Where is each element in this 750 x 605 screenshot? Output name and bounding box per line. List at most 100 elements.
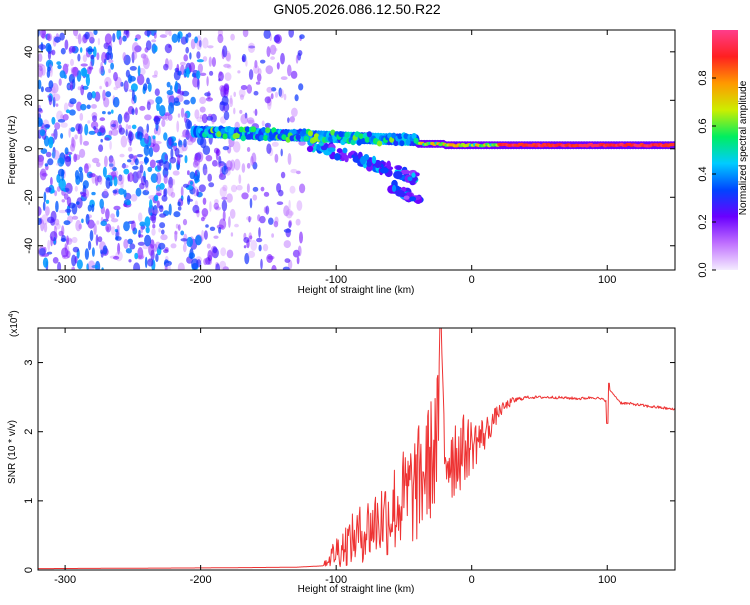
noise-blob: [221, 95, 229, 106]
noise-blob: [296, 170, 301, 175]
noise-blob: [156, 200, 160, 209]
noise-blob: [154, 88, 160, 96]
noise-blob: [271, 233, 274, 238]
noise-blob: [87, 219, 95, 229]
noise-blob: [288, 199, 291, 211]
spectrogram-y-tick-label: -40: [23, 238, 35, 254]
tone-core: [291, 128, 297, 135]
noise-blob: [295, 54, 299, 64]
noise-blob: [159, 222, 166, 229]
colorbar-tick-label: 0.4: [697, 166, 709, 181]
noise-blob: [249, 198, 253, 209]
noise-blob: [263, 30, 271, 39]
noise-blob: [257, 214, 261, 222]
noise-blob: [140, 175, 147, 186]
branch-blob: [386, 160, 392, 169]
colorbar-ticks: 0.0 0.2 0.4 0.6 0.8: [697, 70, 716, 278]
noise-blob: [74, 134, 78, 140]
colorbar-tick-label: 0.0: [697, 262, 709, 277]
multiplier-close: ): [9, 310, 20, 313]
noise-blob: [287, 64, 292, 77]
noise-blob: [69, 98, 77, 105]
noise-blob: [110, 119, 117, 131]
noise-blob: [110, 177, 113, 187]
noise-blob: [199, 72, 207, 77]
noise-blob: [154, 141, 162, 145]
noise-blob: [183, 99, 190, 105]
noise-blob: [185, 118, 191, 130]
spectrogram-y-tick-label: -20: [23, 189, 35, 205]
noise-blob: [226, 160, 233, 171]
noise-blob: [173, 211, 181, 218]
noise-blob: [57, 168, 65, 177]
noise-blob: [102, 166, 107, 178]
noise-blob: [125, 30, 130, 38]
noise-blob: [230, 184, 238, 193]
noise-blob: [170, 148, 174, 160]
noise-blob: [151, 211, 157, 224]
noise-blob: [125, 248, 132, 254]
noise-blob: [201, 217, 205, 222]
noise-blob: [213, 235, 219, 239]
noise-blob: [163, 160, 170, 171]
noise-blob: [195, 210, 200, 214]
noise-blob: [45, 151, 52, 158]
noise-blob: [206, 76, 209, 87]
noise-blob: [144, 114, 152, 121]
noise-blob: [76, 201, 80, 205]
noise-blob: [113, 205, 121, 211]
figure-title: GN05.2026.086.12.50.R22: [273, 1, 441, 17]
noise-blob: [283, 93, 287, 101]
noise-blob: [122, 52, 127, 61]
tone-core: [338, 131, 344, 138]
tone-core: [307, 130, 313, 137]
noise-blob: [117, 242, 121, 255]
spectrogram-y-tick-label: 20: [23, 94, 35, 106]
noise-blob: [50, 176, 53, 186]
noise-blob: [263, 191, 270, 197]
tone-core: [265, 127, 271, 134]
noise-blob: [144, 256, 148, 269]
noise-blob: [247, 42, 256, 53]
noise-blob: [259, 215, 266, 224]
noise-blob: [38, 154, 45, 162]
noise-blob: [48, 80, 54, 89]
noise-blob: [74, 185, 78, 192]
noise-blob: [83, 140, 89, 146]
noise-blob: [64, 243, 67, 251]
tone-core: [376, 140, 383, 147]
noise-blob: [219, 186, 227, 198]
noise-blob: [251, 152, 257, 165]
noise-blob: [246, 147, 251, 152]
noise-blob: [56, 186, 61, 192]
noise-blob: [163, 174, 168, 185]
noise-blob: [287, 117, 290, 123]
noise-blob: [182, 218, 188, 226]
noise-blob: [102, 89, 106, 102]
noise-blob: [148, 244, 155, 256]
noise-blob: [98, 175, 103, 185]
noise-blob: [161, 119, 166, 127]
noise-blob: [143, 133, 150, 145]
noise-blob: [110, 213, 115, 219]
noise-blob: [196, 116, 204, 123]
noise-blob: [155, 96, 163, 105]
noise-blob: [38, 63, 44, 67]
tone-core: [289, 135, 295, 142]
noise-blob: [49, 231, 58, 242]
noise-blob: [192, 160, 199, 168]
noise-blob: [260, 186, 265, 192]
noise-blob: [151, 228, 156, 236]
noise-blob: [99, 125, 106, 134]
noise-blob: [124, 81, 129, 89]
noise-blob: [262, 243, 269, 252]
noise-blob: [211, 120, 215, 125]
noise-blob: [51, 133, 55, 137]
noise-blob: [108, 59, 114, 63]
noise-blob: [218, 161, 225, 167]
noise-blob: [206, 243, 211, 249]
noise-blob: [47, 158, 54, 166]
noise-blob: [56, 61, 62, 65]
noise-blob: [145, 226, 150, 234]
noise-blob: [146, 101, 151, 111]
